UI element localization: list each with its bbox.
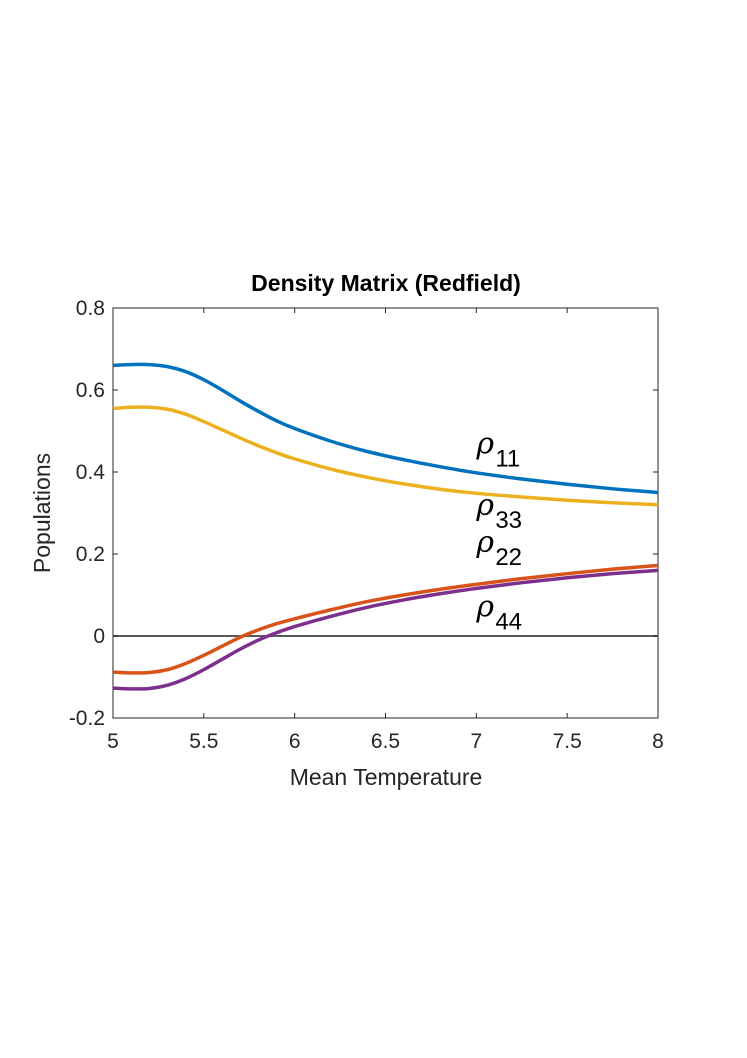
- annotation-rho-44: ρ 44: [475, 589, 522, 635]
- x-tick-label: 5: [107, 730, 119, 753]
- annotation-subscript: 44: [495, 608, 522, 635]
- x-tick-label: 7: [470, 730, 482, 753]
- series-line-rho-11: [112, 362, 659, 495]
- annotation-rho-33: ρ 33: [475, 488, 522, 534]
- annotation-symbol: ρ: [475, 589, 494, 624]
- series-line-rho-33: [112, 405, 659, 507]
- annotation-subscript: 11: [495, 446, 520, 473]
- y-tick-label: -0.2: [69, 707, 105, 730]
- x-tick-label: 6.5: [371, 730, 400, 753]
- annotation-rho-11: ρ 11: [475, 427, 520, 473]
- annotation-symbol: ρ: [475, 427, 494, 462]
- x-tick-label: 6: [289, 730, 301, 753]
- x-tick-label: 7.5: [553, 730, 582, 753]
- y-tick-label: 0: [93, 625, 105, 648]
- chart-title: Density Matrix (Redfield): [251, 270, 521, 296]
- series-line-rho-22: [112, 563, 659, 675]
- x-axis-title: Mean Temperature: [290, 764, 483, 790]
- y-tick-label: 0.2: [76, 543, 105, 566]
- x-tick-label: 8: [652, 730, 664, 753]
- plot-area-frame: [112, 307, 659, 719]
- x-tick-label: 5.5: [189, 730, 218, 753]
- y-tick-label: 0.8: [76, 297, 105, 320]
- y-tick-label: 0.4: [76, 461, 106, 484]
- annotation-subscript: 22: [495, 544, 522, 571]
- annotation-symbol: ρ: [475, 488, 494, 523]
- annotation-symbol: ρ: [475, 525, 494, 560]
- y-tick-label: 0.6: [76, 379, 105, 402]
- y-axis-title: Populations: [29, 453, 55, 573]
- annotation-subscript: 33: [495, 507, 522, 534]
- series-line-rho-44: [112, 568, 659, 691]
- annotation-rho-22: ρ 22: [475, 525, 522, 571]
